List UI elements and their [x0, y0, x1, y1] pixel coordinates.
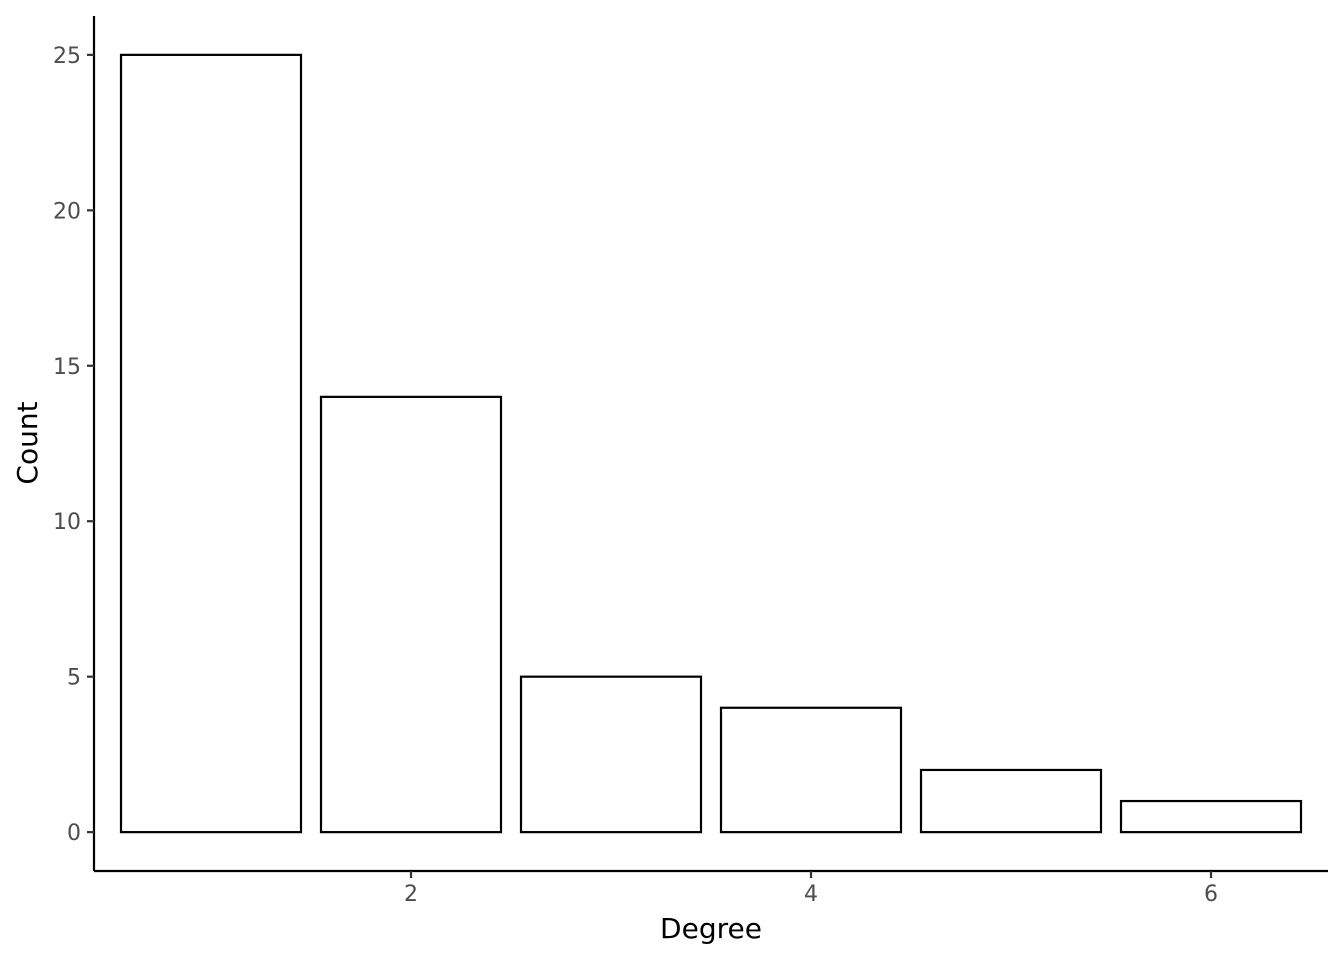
x-axis-title: Degree [660, 912, 762, 945]
x-tick-label: 2 [404, 882, 418, 907]
y-tick-label: 0 [67, 821, 81, 846]
bars-group [119, 53, 1303, 834]
x-tick-label: 4 [804, 882, 818, 907]
y-tick-label: 5 [67, 666, 81, 691]
bar-degree-4 [719, 706, 903, 834]
y-axis: 0 5 10 15 20 25 [53, 16, 96, 871]
y-tick-label: 15 [53, 355, 81, 380]
bar-degree-6 [1119, 799, 1303, 834]
bar-degree-2 [319, 395, 503, 834]
x-axis: 2 4 6 [94, 869, 1328, 907]
bar-degree-3 [519, 675, 703, 834]
bar-degree-5 [919, 768, 1103, 834]
bar-degree-1 [119, 53, 303, 834]
x-tick-label: 6 [1204, 882, 1218, 907]
y-axis-title: Count [11, 401, 44, 484]
y-tick-label: 10 [53, 510, 81, 535]
y-tick-label: 20 [53, 199, 81, 224]
y-tick-label: 25 [53, 44, 81, 69]
